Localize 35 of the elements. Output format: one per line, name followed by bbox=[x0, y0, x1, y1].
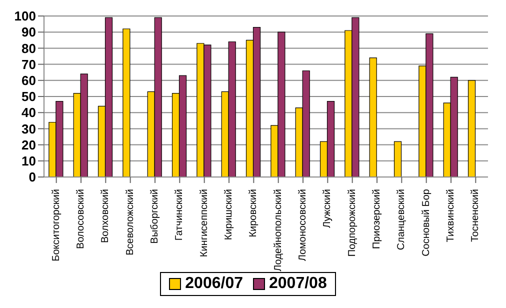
legend-label: 2006/07 bbox=[184, 275, 243, 293]
x-tick-label: Волховский bbox=[100, 189, 112, 244]
x-tick-label: Всеволожский bbox=[124, 189, 136, 256]
x-tick-label: Приозерский bbox=[372, 189, 382, 249]
y-tick-label: 100 bbox=[14, 8, 36, 24]
bar bbox=[369, 58, 377, 177]
y-tick-label: 70 bbox=[22, 56, 36, 72]
bar bbox=[394, 141, 402, 177]
x-tick-label: Выборгский bbox=[150, 189, 160, 244]
x-tick-label: Сосновый Бор bbox=[420, 188, 432, 256]
y-tick-label: 10 bbox=[22, 154, 36, 169]
legend-label: 2007/08 bbox=[268, 275, 327, 293]
x-tick-label: Ломоносовский bbox=[298, 189, 308, 262]
x-tick-label: Тихвинский bbox=[446, 189, 456, 242]
x-tick-label: Тосненский bbox=[470, 189, 482, 242]
x-tick-label: Кингисеппский bbox=[198, 189, 210, 258]
y-tick-label: 90 bbox=[22, 24, 36, 40]
y-tick-label: 40 bbox=[22, 105, 36, 120]
y-tick-label: 60 bbox=[22, 73, 36, 88]
x-tick-label: Киришский bbox=[224, 189, 234, 240]
x-tick-label: Бокситогорский bbox=[50, 189, 62, 262]
y-tick-label: 0 bbox=[28, 170, 36, 185]
y-tick-label: 50 bbox=[22, 89, 36, 104]
x-tick-label: Подпорожский bbox=[346, 189, 358, 257]
y-tick-label: 20 bbox=[22, 137, 36, 152]
y-tick-label: 30 bbox=[22, 121, 36, 136]
x-tick-label: Лодейнопольский bbox=[272, 189, 284, 272]
x-tick-label: Волосовский bbox=[76, 189, 86, 249]
bar bbox=[122, 28, 130, 177]
x-tick-label: Гатчинский bbox=[174, 189, 186, 241]
y-tick-label: 80 bbox=[22, 40, 36, 56]
x-tick-label: Лужский bbox=[322, 189, 334, 228]
x-tick-label: Сланцевский bbox=[396, 189, 408, 250]
x-tick-label: Кировский bbox=[248, 189, 260, 238]
bar bbox=[468, 80, 476, 177]
